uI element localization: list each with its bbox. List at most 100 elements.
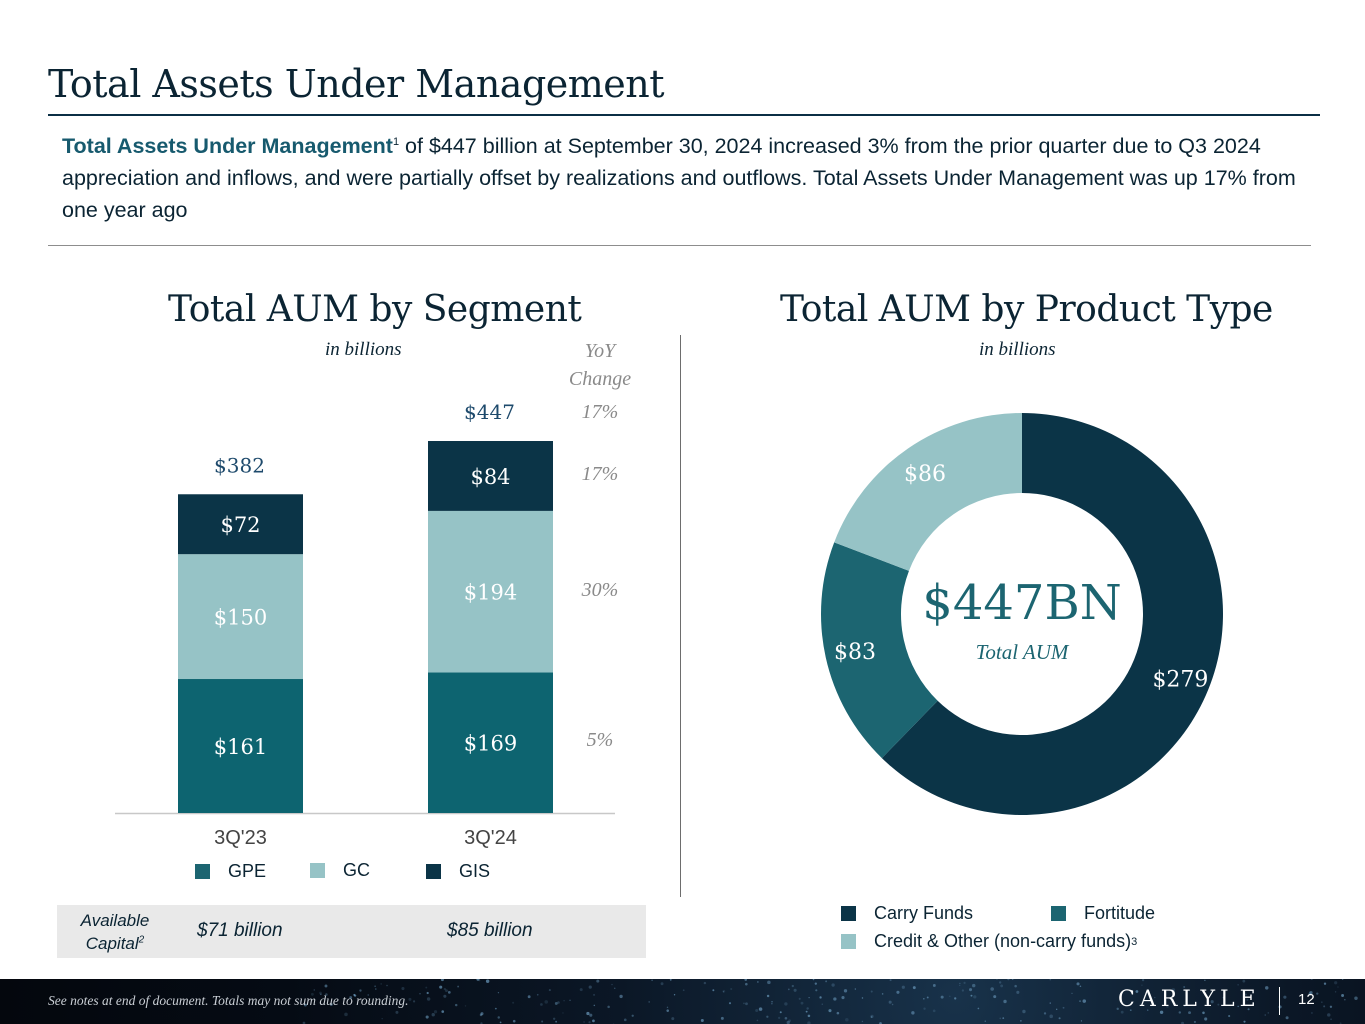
footer-dot: [586, 1011, 590, 1016]
footer-dot: [619, 994, 623, 999]
footer-dot: [1354, 996, 1358, 1000]
footer-dot: [854, 988, 857, 990]
footer-dot: [303, 1003, 307, 1007]
footer-dot: [788, 1019, 791, 1023]
footer-dot: [1242, 979, 1246, 983]
footer-dot: [443, 994, 447, 998]
footer-dot: [1265, 986, 1269, 990]
bar-gis-1: [428, 441, 553, 511]
legend-fortitude-label: Fortitude: [1084, 903, 1156, 923]
footer-dot: [870, 990, 873, 993]
footer-dot: [401, 986, 405, 991]
footer-dot: [439, 985, 443, 989]
yoy-header-line2: Change: [568, 368, 632, 390]
footer-dot: [1000, 984, 1004, 988]
footer-dot: [588, 985, 592, 989]
footer-dot: [353, 993, 356, 996]
footer-dot: [381, 1017, 383, 1020]
donut-slice-2: [834, 413, 1022, 571]
footer-dot: [1002, 1017, 1005, 1020]
footer-dot: [1141, 979, 1145, 982]
footer-dot: [541, 1020, 544, 1023]
footer-dot: [329, 1002, 333, 1006]
available-capital-3q24: $85 billion: [447, 920, 533, 941]
donut-label-2: $86: [904, 462, 946, 487]
footer-dot: [320, 993, 322, 996]
footer-dot: [1327, 1013, 1331, 1017]
footer-dot: [552, 1017, 556, 1020]
donut-label-0: $279: [1152, 667, 1208, 692]
donut-label-1: $83: [834, 640, 876, 665]
footer-dot: [359, 989, 362, 992]
footer-dot: [1341, 979, 1344, 980]
footer-dot: [881, 993, 884, 995]
footer-dot: [1285, 1016, 1289, 1020]
footer-dot: [745, 1002, 748, 1006]
footer-dot: [1178, 1011, 1182, 1014]
yoy-gis: 17%: [581, 463, 619, 485]
donut-center-label: Total AUM: [976, 640, 1070, 664]
footer-dot: [310, 992, 314, 996]
footer-dot: [984, 1020, 986, 1022]
footer-dot: [425, 1015, 429, 1019]
footer-dot: [720, 1016, 724, 1020]
footer-dot: [861, 997, 864, 999]
legend-carry-swatch: [841, 906, 856, 921]
legend-gis-swatch: [426, 864, 441, 879]
footer-dot: [671, 1017, 675, 1021]
legend-carry-funds: Carry Funds: [841, 903, 973, 924]
footer-dot: [926, 996, 929, 999]
footer-dot: [861, 1020, 864, 1023]
summary-lead: Total Assets Under Management: [62, 134, 393, 158]
footer-dot: [557, 1001, 560, 1004]
charts-divider: [680, 335, 681, 897]
footer-dot: [755, 1009, 759, 1013]
footer-dot: [319, 991, 322, 995]
available-capital-label-text: Capital: [85, 934, 139, 953]
footer-dot: [784, 1002, 788, 1006]
footer-dot: [614, 987, 616, 989]
footer-dot: [583, 1021, 585, 1023]
footer-dot: [972, 983, 976, 988]
legend-gis: GIS: [426, 861, 490, 882]
footer-dot: [896, 990, 900, 994]
footer-dot: [593, 993, 596, 996]
legend-gpe-swatch: [195, 864, 210, 879]
legend-fortitude-swatch: [1051, 906, 1066, 921]
footer-dot: [440, 979, 444, 982]
footer-dot: [579, 988, 583, 992]
footer-dot: [666, 1006, 669, 1009]
footer-dot: [836, 1011, 840, 1015]
footer-dot: [821, 1003, 824, 1005]
footer-dot: [784, 1016, 788, 1020]
bar-label-gpe-0: $161: [214, 735, 267, 759]
legend-credit-other: Credit & Other (non-carry funds) 3: [841, 931, 1137, 952]
footer-dot: [562, 1012, 564, 1014]
footer-dot: [815, 989, 818, 992]
yoy-total: 17%: [581, 401, 619, 423]
footer-dot: [666, 1009, 669, 1012]
yoy-header-line1: YoY: [584, 340, 616, 362]
footer-dot: [1204, 979, 1206, 982]
footer-dot: [426, 997, 431, 1001]
footnote-marker: 1: [392, 135, 400, 148]
footer-dot: [611, 983, 613, 986]
footer-dot: [932, 984, 936, 987]
footer-dot: [1022, 1009, 1026, 1014]
footer-dot: [757, 981, 759, 983]
footer-dot: [767, 980, 771, 985]
footer-dot: [722, 989, 726, 993]
legend-fortitude: Fortitude: [1051, 903, 1155, 924]
footer-dot: [1071, 992, 1073, 995]
bar-gpe-0: [178, 679, 303, 813]
footer-dot: [480, 1012, 484, 1016]
footer-dot: [1321, 1001, 1323, 1003]
footer-dot: [1003, 999, 1007, 1004]
footer-dot: [1082, 999, 1087, 1003]
footer-dot: [977, 1007, 980, 1010]
footer-dot: [554, 1002, 558, 1005]
footer-dot: [1049, 1002, 1051, 1004]
footer-dot: [889, 979, 892, 982]
footer-dot: [825, 980, 828, 983]
footer-dot: [843, 989, 848, 993]
